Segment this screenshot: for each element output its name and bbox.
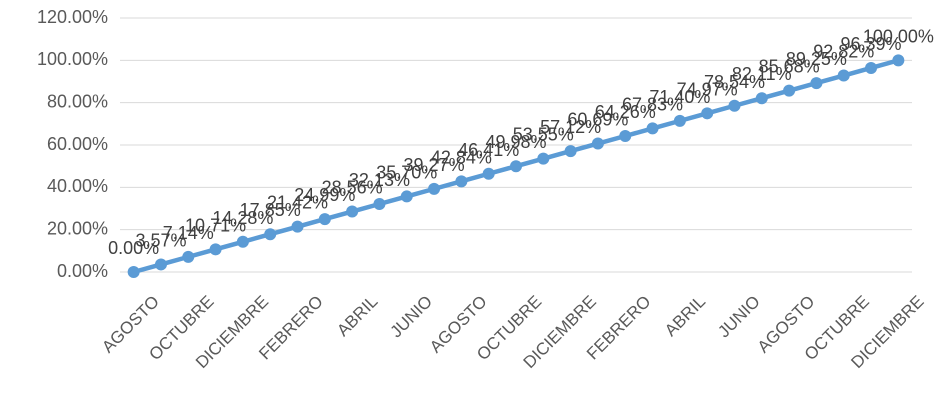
data-label: 96.39% — [841, 34, 902, 54]
y-tick-label: 0.00% — [57, 261, 108, 281]
data-label: 35.70% — [376, 162, 437, 182]
data-point — [182, 250, 195, 263]
y-tick-label: 20.00% — [47, 218, 108, 238]
data-point — [646, 122, 659, 135]
data-label: 39.27% — [404, 155, 465, 175]
data-label: 92.82% — [813, 42, 874, 62]
data-point — [673, 114, 686, 127]
data-label: 21.42% — [267, 193, 328, 213]
y-tick-label: 100.00% — [37, 49, 108, 69]
data-label: 64.26% — [595, 102, 656, 122]
x-tick-label: JUNIO — [714, 292, 763, 341]
data-label: 85.68% — [759, 57, 820, 77]
data-label: 60.69% — [567, 110, 628, 130]
data-point — [209, 243, 222, 256]
data-point — [318, 213, 331, 226]
x-tick-label: ABRIL — [661, 292, 709, 340]
data-point — [810, 77, 823, 90]
data-point — [264, 228, 277, 241]
data-point — [428, 182, 441, 195]
data-label: 74.97% — [677, 79, 738, 99]
data-point — [291, 220, 304, 233]
data-label: 7.14% — [163, 223, 214, 243]
data-point — [455, 175, 468, 188]
data-label: 71.40% — [649, 87, 710, 107]
y-tick-label: 60.00% — [47, 134, 108, 154]
data-point — [591, 137, 604, 150]
data-label: 100.00% — [863, 26, 934, 46]
data-label: 42.84% — [431, 147, 492, 167]
data-label: 0.00% — [108, 238, 159, 258]
data-label: 3.57% — [135, 230, 186, 250]
data-label: 28.56% — [322, 178, 383, 198]
data-point — [892, 54, 905, 67]
data-point — [346, 205, 359, 218]
data-point — [701, 107, 714, 120]
data-point — [865, 61, 878, 74]
data-label: 24.99% — [294, 185, 355, 205]
data-label: 17.85% — [240, 200, 301, 220]
data-point — [837, 69, 850, 82]
data-label: 32.13% — [349, 170, 410, 190]
y-tick-label: 40.00% — [47, 176, 108, 196]
data-point — [728, 99, 741, 112]
gridlines — [120, 17, 912, 273]
data-point — [783, 84, 796, 97]
data-label: 14.28% — [212, 208, 273, 228]
data-point — [510, 160, 522, 173]
x-tick-label: JUNIO — [387, 292, 436, 341]
data-point — [482, 167, 495, 180]
data-label: 78.54% — [704, 72, 765, 92]
data-point — [154, 258, 167, 271]
data-label: 46.41% — [458, 140, 519, 160]
data-labels: 0.00%3.57%7.14%10.71%14.28%17.85%21.42%2… — [108, 26, 934, 258]
data-point — [400, 190, 413, 203]
data-label: 57.12% — [540, 117, 601, 137]
data-point — [564, 145, 577, 158]
data-label: 49.98% — [485, 132, 546, 152]
y-axis: 0.00% 20.00% 40.00% 60.00% 80.00% 100.00% 120.… — [37, 7, 108, 281]
data-label: 10.71% — [185, 215, 246, 235]
data-label: 53.55% — [513, 125, 574, 145]
series-layer — [127, 54, 905, 278]
data-point — [619, 129, 632, 142]
y-tick-label: 120.00% — [37, 7, 108, 27]
data-point — [537, 152, 550, 165]
data-label: 67.83% — [622, 94, 683, 114]
x-tick-label: ABRIL — [333, 292, 381, 340]
y-tick-label: 80.00% — [47, 91, 108, 111]
data-label: 89.25% — [786, 49, 847, 69]
data-point — [236, 235, 249, 248]
data-point — [127, 266, 140, 278]
data-point — [755, 92, 768, 105]
data-point — [373, 197, 386, 210]
data-label: 82.11% — [732, 64, 792, 84]
